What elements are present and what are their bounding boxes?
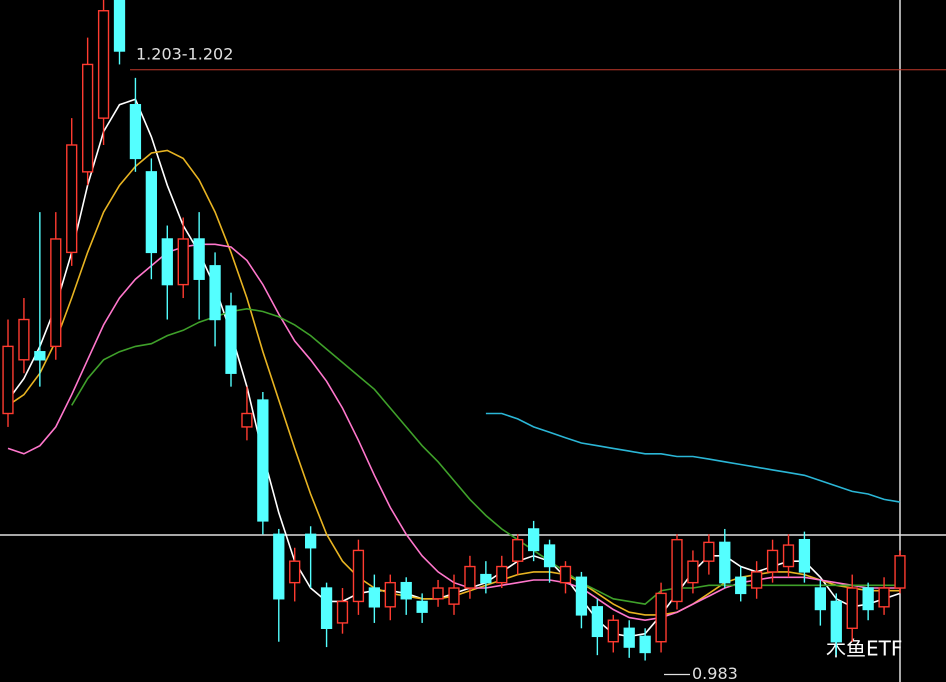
- candle-body: [97, 10, 110, 119]
- candle-body: [703, 541, 715, 562]
- candle-body: [320, 587, 333, 629]
- moving-average: [7, 243, 900, 622]
- candle-body: [177, 238, 189, 286]
- moving-average: [7, 98, 901, 638]
- candle-body: [575, 576, 588, 616]
- candle-body: [2, 345, 14, 415]
- candle-body: [257, 399, 269, 522]
- candle-body: [416, 600, 428, 613]
- candle-body: [782, 544, 795, 568]
- candle-body: [384, 581, 396, 608]
- candle-body: [352, 549, 365, 603]
- candle-body: [66, 144, 78, 254]
- candle-body: [289, 560, 301, 584]
- candle-body: [671, 538, 683, 603]
- candle-body: [894, 555, 906, 589]
- candle-body: [129, 104, 142, 160]
- candle-body: [368, 587, 380, 608]
- candle-body: [607, 619, 619, 643]
- candle-body: [559, 565, 572, 584]
- candle-body: [273, 533, 285, 600]
- candle-body: [400, 581, 412, 600]
- candle-body: [34, 351, 46, 361]
- candle-body: [846, 587, 858, 629]
- candle-body: [193, 238, 205, 280]
- candle-body: [18, 318, 30, 361]
- moving-average: [7, 149, 900, 616]
- candle-body: [687, 560, 699, 584]
- candle-body: [496, 565, 508, 584]
- candle-body: [766, 549, 779, 573]
- candle-body: [591, 606, 603, 638]
- candle-body: [113, 0, 126, 52]
- candle-body: [639, 635, 651, 654]
- candle-body: [814, 587, 826, 611]
- candle-body: [862, 587, 874, 611]
- high-label: 1.203-1.202: [136, 44, 233, 63]
- candle-body: [241, 412, 253, 428]
- candle-body: [448, 587, 460, 605]
- candle-body: [161, 238, 173, 286]
- moving-average: [485, 412, 901, 503]
- candle-body: [464, 565, 476, 589]
- candle-body: [830, 600, 842, 643]
- candle-body: [336, 600, 349, 624]
- candle-body: [655, 592, 667, 643]
- candle-body: [512, 538, 524, 562]
- candle-body: [528, 528, 540, 552]
- candle-body: [225, 305, 237, 374]
- candle-body: [798, 538, 811, 573]
- candle-body: [751, 571, 763, 589]
- candle-body: [305, 533, 317, 549]
- low-label: 0.983: [692, 664, 738, 682]
- candle-body: [878, 587, 890, 608]
- candle-body: [432, 587, 444, 600]
- candle-body: [209, 265, 221, 321]
- candle-body: [480, 573, 492, 584]
- candle-body: [145, 171, 157, 254]
- candle-body: [543, 544, 556, 568]
- candle-body: [735, 576, 747, 595]
- candle-body: [623, 627, 635, 648]
- candle-body: [82, 63, 94, 173]
- candle-body: [50, 238, 62, 348]
- candle-body: [719, 541, 731, 584]
